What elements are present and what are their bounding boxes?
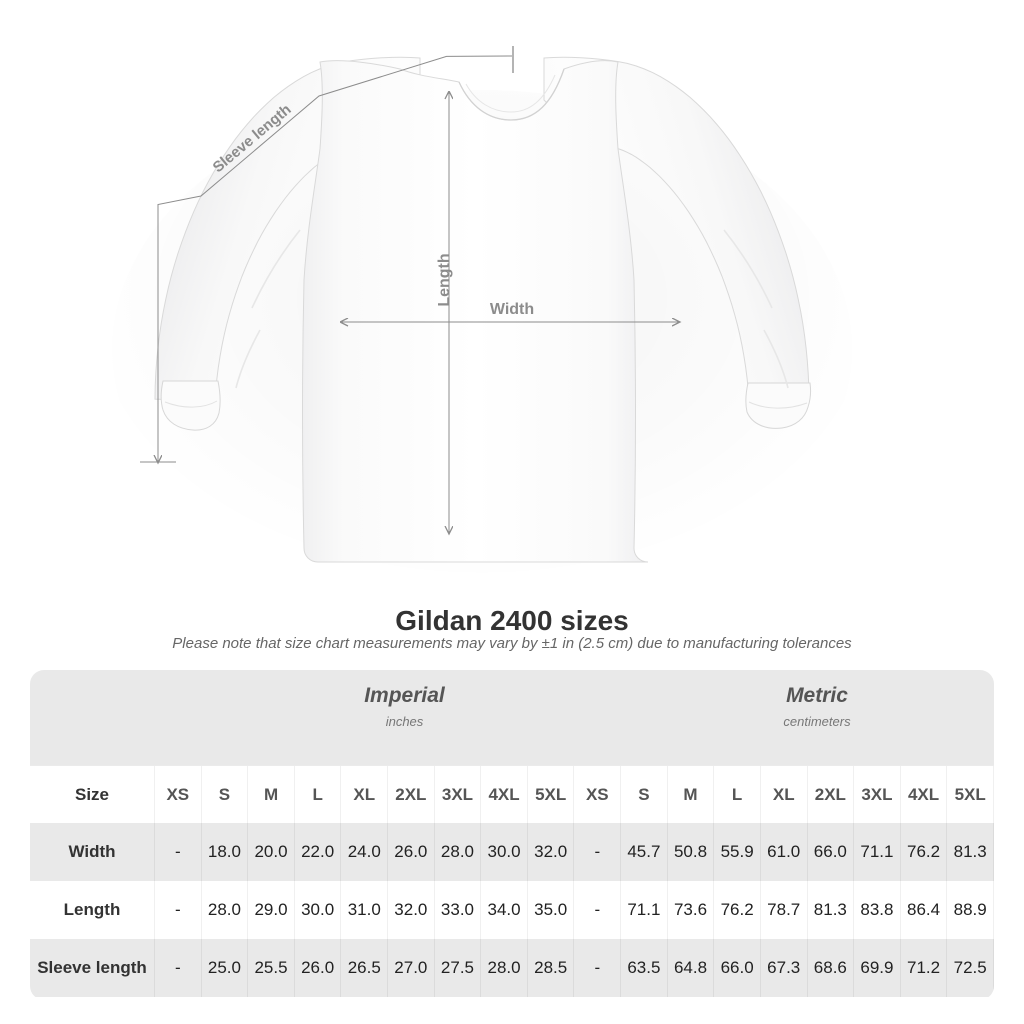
svg-text:Length: Length xyxy=(436,253,453,306)
svg-text:Width: Width xyxy=(490,301,534,318)
